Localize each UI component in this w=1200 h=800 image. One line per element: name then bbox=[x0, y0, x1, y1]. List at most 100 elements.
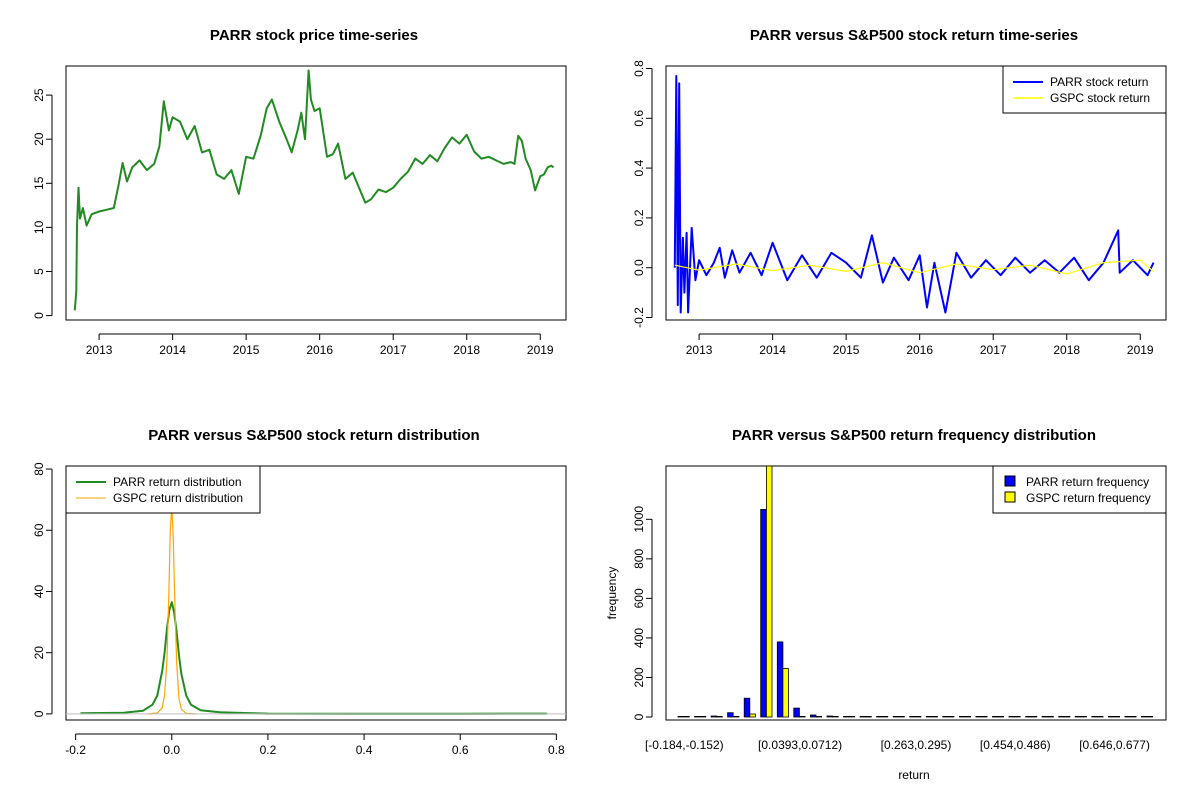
bar-parr bbox=[1091, 716, 1098, 718]
returns-y-axis: -0.2 0.0 0.2 0.4 0.6 0.8 bbox=[632, 60, 653, 328]
panel-distribution: PARR versus S&P500 stock return distribu… bbox=[32, 427, 567, 757]
y-tick-label: -0.2 bbox=[632, 307, 646, 328]
bar-parr bbox=[909, 716, 916, 718]
bar-gspc bbox=[914, 716, 922, 718]
series-line-0 bbox=[73, 69, 555, 311]
y-tick-label: 0 bbox=[32, 710, 46, 717]
bar-parr bbox=[760, 508, 767, 718]
panel-returns: PARR versus S&P500 stock return time-ser… bbox=[632, 27, 1167, 357]
x-tick-label: 2019 bbox=[1127, 343, 1154, 357]
y-tick-label: 25 bbox=[32, 88, 46, 102]
returns-x-axis: 2013 2014 2015 2016 2017 2018 2019 bbox=[686, 333, 1154, 357]
bar-gspc bbox=[898, 716, 905, 718]
frequency-x-axis: [-0.184,-0.152) [0.0393,0.0712) [0.263,0.2… bbox=[645, 738, 1150, 752]
y-tick-label: 60 bbox=[32, 523, 46, 537]
bar-parr bbox=[1124, 716, 1131, 718]
x-tick-label: 0.4 bbox=[356, 743, 373, 757]
x-tick-label: 2016 bbox=[306, 343, 333, 357]
x-tick-label: -0.2 bbox=[65, 743, 86, 757]
bar-gspc bbox=[1047, 716, 1054, 718]
bar-gspc bbox=[1080, 716, 1087, 718]
y-tick-label: 800 bbox=[632, 549, 646, 569]
bar-gspc bbox=[799, 716, 806, 718]
frequency-legend-swatch-parr bbox=[1004, 475, 1016, 487]
returns-legend: PARR stock return GSPC stock return bbox=[1002, 65, 1167, 114]
x-tick-label: [0.263,0.295) bbox=[881, 738, 952, 752]
x-tick-label: 2018 bbox=[453, 343, 480, 357]
y-tick-label: 0.6 bbox=[632, 110, 646, 127]
bar-gspc bbox=[1030, 716, 1038, 718]
bar-gspc bbox=[1146, 716, 1154, 718]
frequency-y-axis: 0 200 400 600 800 1000 bbox=[632, 506, 653, 720]
x-tick-label: [0.454,0.486) bbox=[980, 738, 1051, 752]
distribution-legend-label-parr: PARR return distribution bbox=[113, 475, 242, 489]
y-tick-label: 0.2 bbox=[632, 209, 646, 226]
bar-gspc bbox=[865, 716, 872, 718]
y-tick-label: 10 bbox=[32, 220, 46, 234]
bar-gspc bbox=[1063, 716, 1071, 718]
price-x-axis: 2013 2014 2015 2016 2017 2018 2019 bbox=[86, 333, 554, 357]
x-tick-label: [0.646,0.677) bbox=[1079, 738, 1150, 752]
x-tick-label: 2014 bbox=[759, 343, 786, 357]
returns-plot-frame bbox=[665, 65, 1167, 321]
y-tick-label: 0 bbox=[32, 312, 46, 319]
frequency-legend-swatch-gspc bbox=[1004, 491, 1016, 503]
bar-gspc bbox=[848, 716, 856, 718]
x-tick-label: 2015 bbox=[233, 343, 260, 357]
x-tick-label: 0.2 bbox=[260, 743, 277, 757]
bar-gspc bbox=[1097, 716, 1104, 718]
frequency-legend-label-gspc: GSPC return frequency bbox=[1026, 491, 1151, 505]
x-tick-label: 2016 bbox=[906, 343, 933, 357]
returns-legend-label-gspc: GSPC stock return bbox=[1050, 91, 1150, 105]
distribution-legend: PARR return distribution GSPC return dis… bbox=[65, 465, 261, 514]
bar-parr bbox=[793, 707, 800, 718]
frequency-plot-frame bbox=[665, 465, 1167, 721]
bar-gspc bbox=[732, 716, 740, 718]
frequency-x-label: return bbox=[898, 768, 929, 782]
y-tick-label: 0.0 bbox=[632, 259, 646, 276]
bar-gspc bbox=[1113, 716, 1120, 718]
frequency-y-label: frequency bbox=[605, 567, 619, 620]
bar-gspc bbox=[683, 716, 690, 718]
bar-gspc bbox=[981, 716, 988, 718]
y-tick-label: 0.4 bbox=[632, 159, 646, 176]
bar-parr bbox=[810, 714, 817, 718]
price-plot-frame bbox=[65, 65, 567, 321]
y-tick-label: 600 bbox=[632, 588, 646, 608]
bar-gspc bbox=[716, 716, 723, 718]
bar-parr bbox=[1008, 716, 1015, 718]
y-tick-label: 0.8 bbox=[632, 60, 646, 77]
bar-parr bbox=[876, 716, 883, 718]
y-tick-label: 400 bbox=[632, 628, 646, 648]
bar-parr bbox=[843, 716, 850, 718]
bar-parr bbox=[859, 716, 867, 718]
x-tick-label: 2019 bbox=[527, 343, 554, 357]
frequency-legend-box bbox=[992, 465, 1167, 514]
frequency-legend: PARR return frequency GSPC return freque… bbox=[992, 465, 1167, 514]
bar-parr bbox=[1058, 716, 1065, 718]
panel-price: PARR stock price time-series 2013 2014 201… bbox=[32, 27, 567, 357]
series-line-1 bbox=[147, 505, 196, 715]
bar-parr bbox=[710, 715, 718, 718]
bar-gspc bbox=[782, 668, 789, 718]
bar-gspc bbox=[948, 716, 955, 718]
x-tick-label: 2013 bbox=[686, 343, 713, 357]
price-series bbox=[73, 69, 555, 311]
bar-parr bbox=[677, 716, 684, 718]
bar-gspc bbox=[832, 716, 839, 718]
returns-series bbox=[673, 75, 1155, 314]
panel-frequency: PARR versus S&P500 return frequency dist… bbox=[605, 427, 1167, 782]
bar-gspc bbox=[997, 716, 1005, 718]
x-tick-label: 0.8 bbox=[548, 743, 565, 757]
x-tick-label: 0.6 bbox=[452, 743, 469, 757]
y-tick-label: 0 bbox=[632, 713, 646, 720]
bar-gspc bbox=[766, 465, 773, 718]
bar-parr bbox=[975, 716, 982, 718]
bar-parr bbox=[826, 715, 833, 718]
distribution-legend-box bbox=[65, 465, 261, 514]
y-tick-label: 1000 bbox=[632, 506, 646, 533]
y-tick-label: 40 bbox=[32, 584, 46, 598]
bar-gspc bbox=[1014, 716, 1021, 718]
y-tick-label: 80 bbox=[32, 462, 46, 476]
distribution-y-axis: 0 20 40 60 80 bbox=[32, 462, 53, 717]
